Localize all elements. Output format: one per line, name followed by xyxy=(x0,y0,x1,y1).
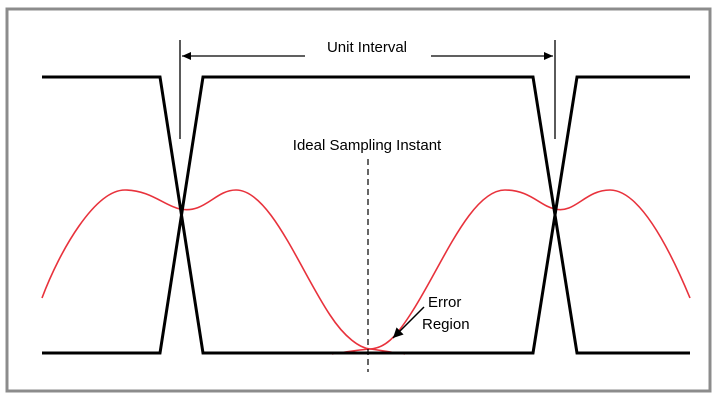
unit-interval-label: Unit Interval xyxy=(327,39,407,56)
square-wave-high-low xyxy=(42,75,690,355)
figure-border xyxy=(5,7,712,393)
error-region-label-line2: Region xyxy=(422,316,470,333)
error-region-arrow xyxy=(392,306,425,339)
error-region-label-line1: Error xyxy=(428,294,461,311)
sine-wave-trace-a xyxy=(41,189,406,355)
square-wave-low-high xyxy=(42,75,690,355)
sine-wave-trace-b xyxy=(331,189,691,355)
sampling-instant-label: Ideal Sampling Instant xyxy=(293,137,442,154)
